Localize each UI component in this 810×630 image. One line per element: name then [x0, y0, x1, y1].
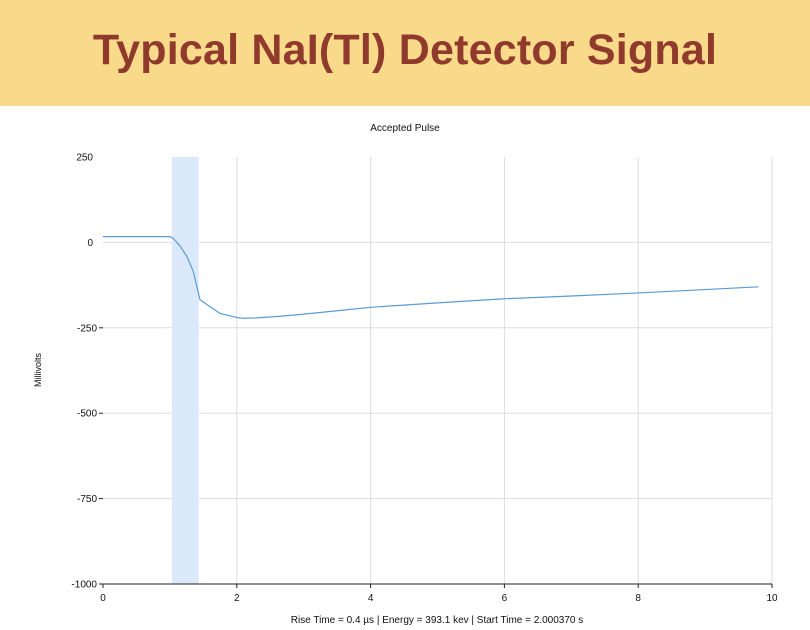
grid-lines [103, 157, 773, 584]
y-tick-label: 0 [87, 238, 93, 249]
y-tick-label: -1000 [71, 580, 97, 591]
title-banner [0, 0, 810, 106]
x-tick-label: 6 [502, 593, 508, 604]
y-tick-label: -500 [77, 409, 97, 420]
x-axis-label: Rise Time = 0.4 µs | Energy = 393.1 kev … [291, 615, 584, 626]
slide-title: Typical NaI(Tl) Detector Signal [92, 26, 718, 74]
x-tick-label: 0 [100, 593, 106, 604]
axes [99, 327, 773, 588]
y-tick-label: -250 [77, 323, 97, 334]
x-tick-label: 4 [368, 593, 374, 604]
rise-time-highlight-band [171, 157, 199, 584]
x-tick-label: 8 [635, 593, 641, 604]
y-tick-label: 250 [76, 153, 93, 164]
x-tick-label: 2 [234, 593, 240, 604]
pulse-trace-line [103, 235, 759, 319]
y-tick-label: -750 [77, 494, 97, 505]
x-tick-label: 10 [766, 593, 778, 604]
chart-title: Accepted Pulse [370, 123, 440, 134]
y-axis-label: Millivolts [33, 353, 43, 388]
